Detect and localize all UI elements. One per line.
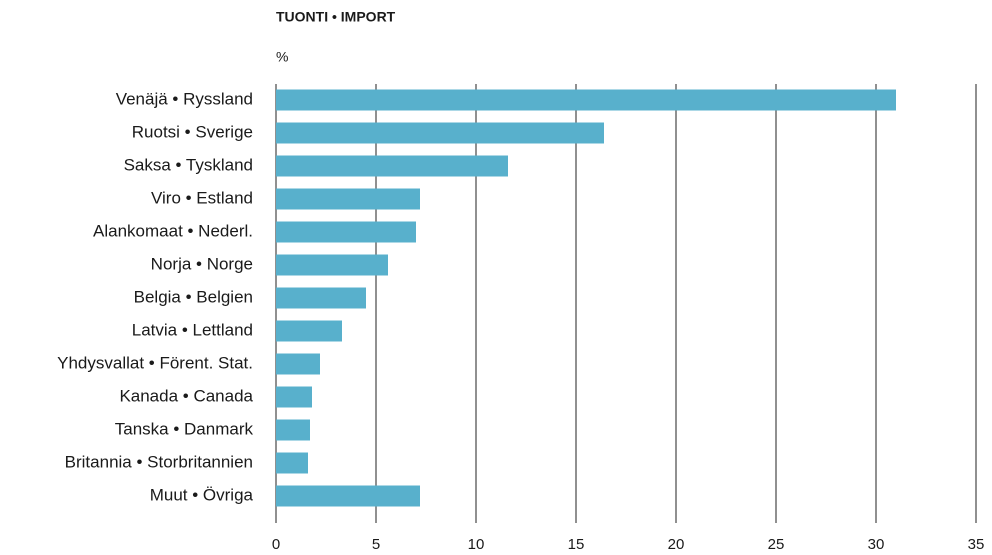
x-tick-label: 15 <box>568 536 585 553</box>
bar <box>276 485 420 507</box>
y-tick-label: Viro • Estland <box>151 188 253 207</box>
unit-label: % <box>276 49 288 65</box>
bar <box>276 353 320 375</box>
bar <box>276 122 604 144</box>
chart-title: TUONTI • IMPORT <box>276 9 396 25</box>
bar <box>276 155 508 177</box>
y-tick-label: Norja • Norge <box>151 254 253 273</box>
y-tick-label: Venäjä • Ryssland <box>116 89 253 108</box>
x-tick-label: 20 <box>668 536 685 553</box>
x-tick-label: 0 <box>272 536 280 553</box>
bar <box>276 89 896 111</box>
x-tick-label: 35 <box>968 536 985 553</box>
y-tick-label: Kanada • Canada <box>119 386 253 405</box>
bar <box>276 254 388 276</box>
y-tick-label: Yhdysvallat • Förent. Stat. <box>57 353 253 372</box>
y-tick-label: Britannia • Storbritannien <box>65 452 253 471</box>
bar <box>276 386 312 408</box>
y-tick-label: Ruotsi • Sverige <box>132 122 253 141</box>
bar <box>276 320 342 342</box>
y-tick-label: Alankomaat • Nederl. <box>93 221 253 240</box>
x-tick-label: 30 <box>868 536 885 553</box>
bar <box>276 419 310 441</box>
y-tick-label: Muut • Övriga <box>150 485 254 504</box>
y-tick-label: Saksa • Tyskland <box>124 155 253 174</box>
y-tick-label: Belgia • Belgien <box>134 287 253 306</box>
bar <box>276 188 420 210</box>
y-tick-label: Latvia • Lettland <box>132 320 253 339</box>
bar <box>276 287 366 309</box>
x-tick-label: 5 <box>372 536 380 553</box>
x-tick-label: 25 <box>768 536 785 553</box>
bar <box>276 221 416 243</box>
bar <box>276 452 308 474</box>
x-tick-label: 10 <box>468 536 485 553</box>
y-tick-label: Tanska • Danmark <box>115 419 254 438</box>
